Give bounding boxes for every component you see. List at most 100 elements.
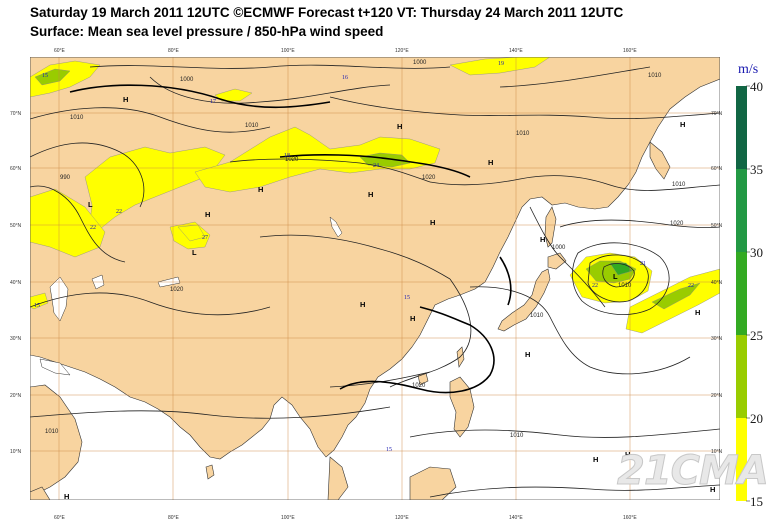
wind-speed-legend: 40 35 30 25 20 15 (736, 79, 763, 509)
lat-label-left: 50°N (10, 223, 22, 229)
wind-max-label: 22 (90, 225, 96, 231)
high-pressure-center: H (397, 122, 402, 131)
high-pressure-center: H (360, 300, 365, 309)
isobar-label: 1000 (180, 77, 194, 83)
wind-zone-arctic-nw (30, 60, 101, 98)
isobar-label: 1020 (170, 287, 184, 293)
isobar-label: 1020 (670, 221, 684, 227)
lat-label-left: 30°N (10, 336, 22, 342)
high-pressure-center: H (488, 158, 493, 167)
isobar-label: 1000 (552, 245, 566, 251)
wind-max-label: 24 (373, 163, 379, 169)
title-line-1: Saturday 19 March 2011 12UTC ©ECMWF Fore… (30, 5, 624, 20)
lon-label-bottom: 160°E (623, 515, 637, 521)
isobar-label: 1010 (530, 313, 544, 319)
wind-zone-arctic-ne (449, 57, 551, 76)
lon-label-top: 140°E (509, 48, 523, 54)
high-pressure-center: H (258, 185, 263, 194)
low-pressure-center: L (192, 248, 197, 257)
isobar-label: 1020 (412, 383, 426, 389)
isobar-label: 1010 (45, 429, 59, 435)
high-pressure-center: H (540, 235, 545, 244)
high-pressure-center: H (710, 485, 715, 494)
lon-label-top: 60°E (54, 48, 66, 54)
legend-tick-label: 25 (750, 328, 763, 343)
legend-tick-label: 35 (750, 162, 763, 177)
low-pressure-center: L (88, 200, 93, 209)
isobar-label: 1010 (648, 73, 662, 79)
isobars (30, 64, 720, 498)
wind-max-label: 21 (640, 261, 646, 267)
legend-band-35-40 (736, 86, 747, 169)
isobar-label: 1010 (245, 123, 259, 129)
sumatra-malaya (327, 456, 349, 500)
wind-max-label: 15 (386, 447, 392, 453)
lake-baikal (329, 216, 343, 238)
lat-label-left: 20°N (10, 393, 22, 399)
borneo-north (409, 466, 457, 500)
kamchatka (649, 141, 671, 180)
legend-band-30-35 (736, 169, 747, 252)
lat-label-left: 70°N (10, 111, 22, 117)
watermark-logo: 21CMA (617, 448, 770, 495)
wind-max-label: 27 (202, 235, 208, 241)
legend-unit: m/s (738, 62, 759, 77)
wind-zone-arctic-nw-core (34, 68, 71, 86)
high-pressure-center: H (525, 350, 530, 359)
bold-isobars (69, 84, 512, 394)
isobar-label: 1020 (285, 157, 299, 163)
wind-max-label: 18 (284, 153, 290, 159)
legend-tick-label: 20 (750, 411, 763, 426)
isobar-label: 1010 (516, 131, 530, 137)
legend-band-25-30 (736, 252, 747, 335)
legend-tick-label: 40 (750, 79, 763, 94)
high-pressure-center: H (430, 218, 435, 227)
wind-zone-kazakhstan (30, 188, 106, 258)
weather-map: 1000 1010 1010 1000 1010 1020 1020 1010 … (30, 57, 720, 500)
lon-label-top: 120°E (395, 48, 409, 54)
lon-label-top: 160°E (623, 48, 637, 54)
high-pressure-center: H (680, 120, 685, 129)
isobar-label: 1010 (618, 283, 632, 289)
wind-zone-pacific-east-core (651, 282, 701, 310)
persian-gulf (39, 358, 71, 376)
lon-label-bottom: 80°E (168, 515, 180, 521)
high-pressure-center: H (410, 314, 415, 323)
japan-honshu (497, 268, 551, 332)
legend-tick-label: 30 (750, 245, 763, 260)
wind-zone-tibet-north (177, 224, 206, 242)
graticule (30, 57, 720, 500)
legend-tick-label: 15 (750, 494, 763, 509)
high-pressure-center: H (175, 498, 180, 500)
isobar-label: 1010 (510, 433, 524, 439)
high-pressure-center: H (368, 190, 373, 199)
japan-hokkaido (547, 252, 567, 270)
wind-max-label: 22 (688, 283, 694, 289)
lat-label-left: 60°N (10, 166, 22, 172)
high-pressure-center: H (695, 308, 700, 317)
lat-label-left: 40°N (10, 280, 22, 286)
wind-max-label: 15 (34, 303, 40, 309)
wind-max-label: 15 (42, 73, 48, 79)
lon-label-bottom: 60°E (54, 515, 66, 521)
lat-label-left: 10°N (10, 449, 22, 455)
low-pressure-center: L (613, 272, 618, 281)
high-pressure-center: H (593, 455, 598, 464)
africa-horn (30, 486, 51, 500)
lon-label-bottom: 120°E (395, 515, 409, 521)
wind-max-label: 22 (116, 209, 122, 215)
lon-label-top: 100°E (281, 48, 295, 54)
wind-max-label: 15 (404, 295, 410, 301)
wind-zone-pacific-cyclone-inner (609, 262, 633, 276)
high-pressure-center: H (625, 450, 630, 459)
high-pressure-center: H (64, 492, 69, 500)
high-pressure-center: H (205, 210, 210, 219)
sri-lanka (205, 464, 215, 480)
isobar-label: 1010 (672, 182, 686, 188)
high-pressure-center: H (123, 95, 128, 104)
isobar-label: 1020 (422, 175, 436, 181)
isobar-label: 990 (60, 175, 71, 181)
lon-label-bottom: 100°E (281, 515, 295, 521)
legend-band-20-25 (736, 335, 747, 418)
isobar-label: 1000 (413, 60, 427, 66)
